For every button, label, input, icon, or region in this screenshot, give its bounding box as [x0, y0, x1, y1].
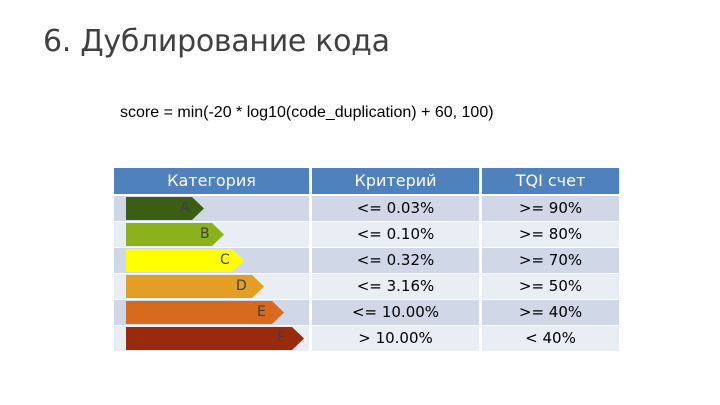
- category-arrow-d: [126, 275, 264, 298]
- tqi-cell: >= 50%: [482, 274, 619, 299]
- category-arrow-b: [126, 223, 224, 246]
- score-formula: score = min(-20 * log10(code_duplication…: [120, 104, 494, 121]
- category-label: E: [257, 304, 266, 320]
- category-cell: E: [114, 300, 309, 325]
- table-row: D <= 3.16% >= 50%: [114, 274, 619, 299]
- tqi-cell: < 40%: [482, 326, 619, 351]
- category-cell: D: [114, 274, 309, 299]
- category-label: B: [200, 226, 210, 242]
- criterion-cell: > 10.00%: [312, 326, 479, 351]
- category-label: A: [180, 200, 190, 216]
- category-cell: C: [114, 248, 309, 273]
- category-cell: A: [114, 196, 309, 221]
- category-label: C: [220, 252, 230, 268]
- category-table: Категория Критерий TQI счет A <= 0.03% >…: [114, 168, 619, 351]
- table-header-row: Категория Критерий TQI счет: [114, 168, 619, 194]
- category-arrow-c: [126, 249, 244, 272]
- table-row: A <= 0.03% >= 90%: [114, 196, 619, 221]
- header-tqi-score: TQI счет: [482, 168, 619, 194]
- category-label: F: [277, 330, 286, 346]
- tqi-cell: >= 40%: [482, 300, 619, 325]
- table-row: B <= 0.10% >= 80%: [114, 222, 619, 247]
- criterion-cell: <= 10.00%: [312, 300, 479, 325]
- criterion-cell: <= 0.10%: [312, 222, 479, 247]
- header-category: Категория: [114, 168, 309, 194]
- table-row: F > 10.00% < 40%: [114, 326, 619, 351]
- tqi-cell: >= 90%: [482, 196, 619, 221]
- category-cell: F: [114, 326, 309, 351]
- criterion-cell: <= 0.32%: [312, 248, 479, 273]
- category-arrow-a: [126, 197, 204, 220]
- criterion-cell: <= 3.16%: [312, 274, 479, 299]
- slide-title: 6. Дублирование кода: [43, 24, 390, 59]
- category-cell: B: [114, 222, 309, 247]
- table-row: E <= 10.00% >= 40%: [114, 300, 619, 325]
- table-row: C <= 0.32% >= 70%: [114, 248, 619, 273]
- tqi-cell: >= 80%: [482, 222, 619, 247]
- criterion-cell: <= 0.03%: [312, 196, 479, 221]
- category-label: D: [236, 278, 247, 294]
- category-arrow-f: [126, 327, 304, 350]
- header-criterion: Критерий: [312, 168, 479, 194]
- category-arrow-e: [126, 301, 284, 324]
- tqi-cell: >= 70%: [482, 248, 619, 273]
